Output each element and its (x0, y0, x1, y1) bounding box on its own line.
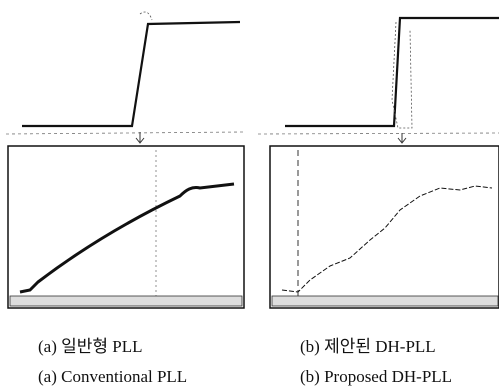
caption-english: (a) Conventional PLL (38, 367, 187, 386)
proposed-step-waveform (258, 18, 499, 143)
proposed-zoom-panel (270, 146, 499, 308)
caption-korean: (a) 일반형 PLL (38, 337, 143, 356)
figure: (a) 일반형 PLL (a) Conventional PLL (b) 제안된… (0, 0, 499, 392)
conventional-step-waveform (6, 12, 244, 143)
caption-english: (b) Proposed DH-PLL (300, 367, 452, 386)
conventional-zoom-panel (8, 146, 244, 308)
caption-korean: (b) 제안된 DH-PLL (300, 337, 436, 356)
